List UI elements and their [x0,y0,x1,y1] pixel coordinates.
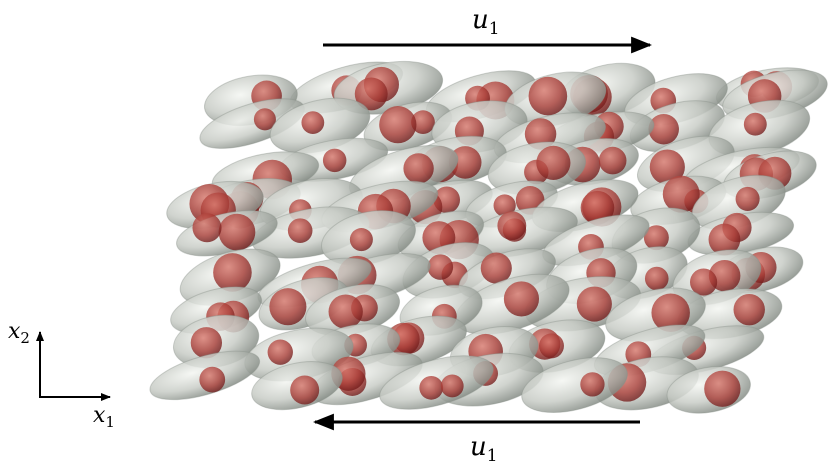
sphere [536,145,571,180]
sphere [643,225,669,251]
sphere [253,108,276,131]
sphere [576,286,612,322]
sphere [651,293,690,332]
sphere [480,252,512,284]
sphere [580,190,615,225]
sphere [419,375,444,400]
sphere [218,213,256,251]
sphere [440,374,464,398]
sphere [287,218,313,243]
subscript: 1 [105,413,115,431]
sphere [448,146,482,179]
sphere [493,194,516,217]
sphere [648,113,679,145]
sphere [690,268,718,296]
sphere [290,375,320,405]
symbol: u [472,5,489,35]
symbol: x [93,403,106,428]
subscript: 1 [489,19,500,39]
sphere [427,254,454,280]
particle-cloud [149,60,828,414]
subscript: 2 [20,329,30,347]
sphere [269,288,307,326]
sphere [649,149,685,185]
flow-label-bottom: u1 [470,432,498,463]
sphere [328,294,363,329]
sphere [301,111,325,134]
sphere [403,153,434,184]
axis-label-x2: x2 [8,319,30,347]
symbol: x [8,319,21,344]
sphere [379,106,417,144]
sphere [662,175,700,213]
sphere [524,118,557,150]
flow-label-top: u1 [472,5,500,39]
sphere [580,372,605,397]
sphere [199,366,226,393]
sphere [743,112,767,136]
sphere [733,293,765,326]
ellipsoid [521,357,628,413]
sphere [190,327,223,359]
sphere [598,146,627,175]
sphere [267,339,293,365]
sphere [503,281,540,317]
sphere [704,370,741,407]
symbol: u [470,432,487,462]
sphere [708,223,741,256]
sphere [497,211,527,241]
sphere [349,228,373,252]
sphere [213,253,252,292]
sphere [354,77,388,111]
sphere [644,266,669,291]
sphere [322,148,347,173]
subscript: 1 [487,446,498,463]
axis-label-x1: x1 [93,403,115,431]
sphere [192,213,222,243]
sphere [411,110,435,135]
sphere [539,333,564,359]
sphere [735,186,760,211]
sphere [528,76,568,116]
